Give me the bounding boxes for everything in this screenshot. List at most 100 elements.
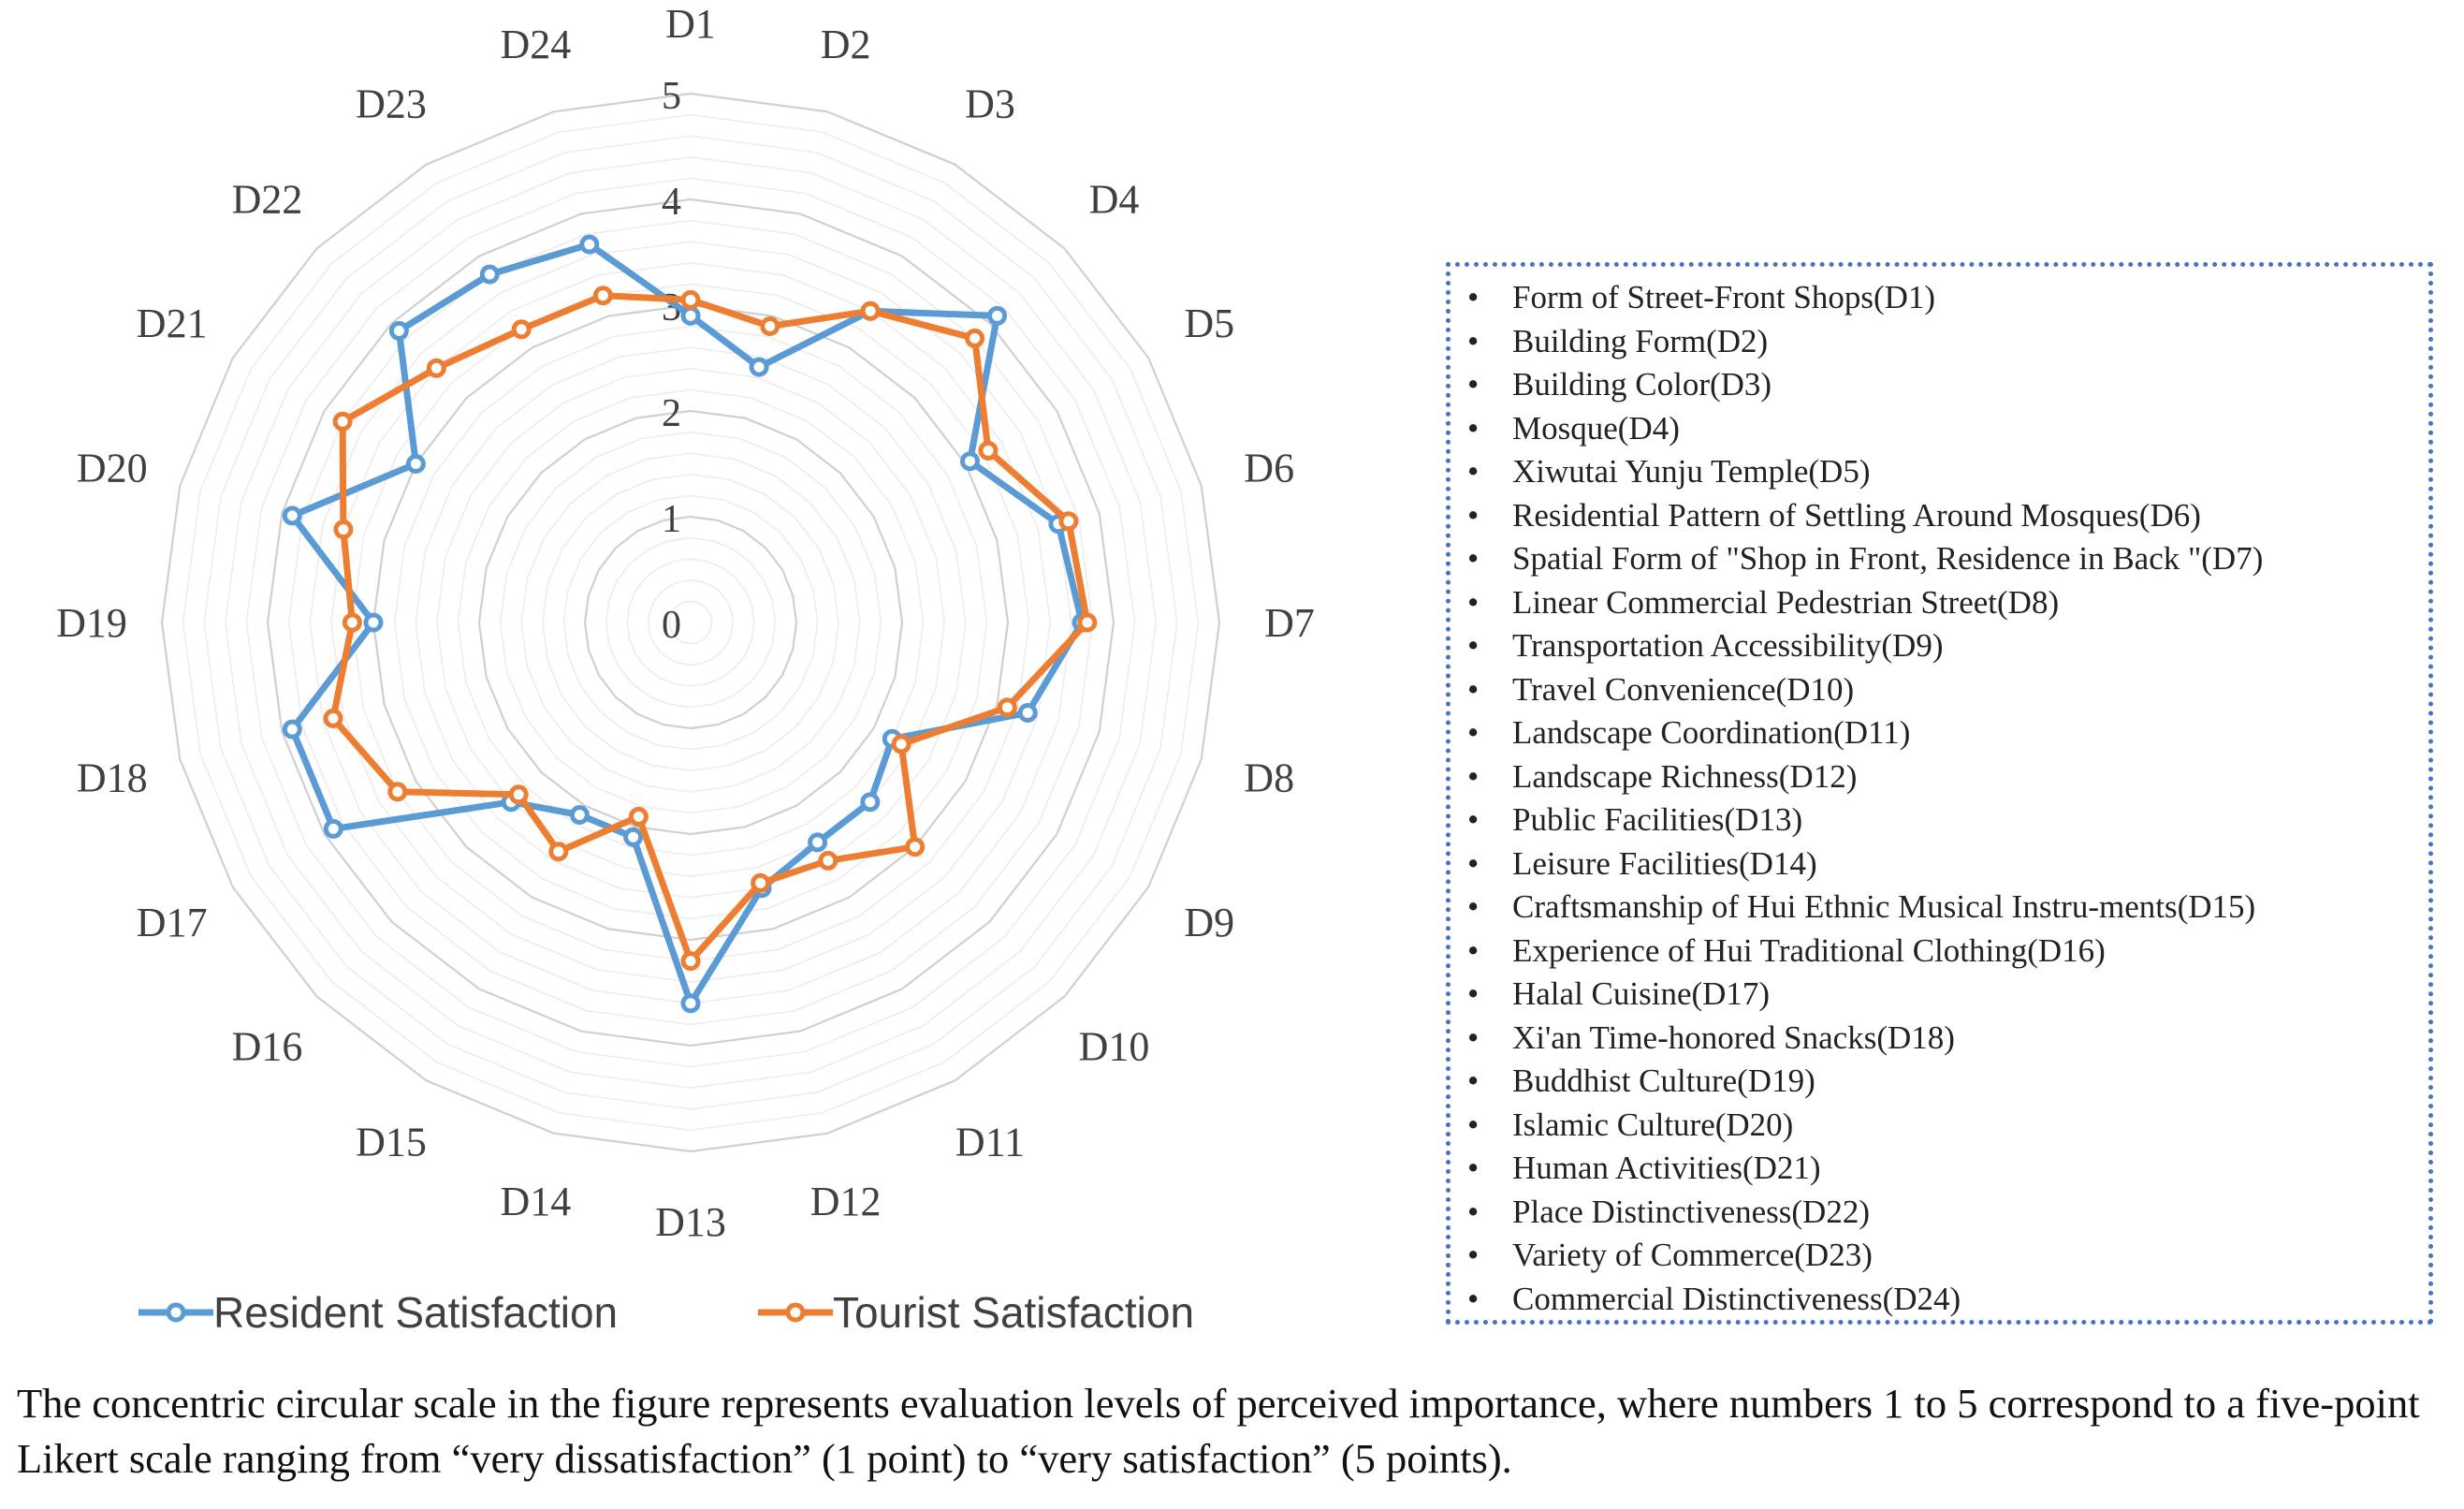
grid-ring	[245, 177, 1136, 1068]
data-point-d12: 2.55	[751, 872, 771, 893]
legend-item: • Variety of Commerce(D23)	[1451, 1234, 2428, 1278]
legend-item-text: Landscape Richness(D12)	[1512, 757, 1858, 795]
legend-item: • Linear Commercial Pedestrian Street(D8)	[1451, 581, 2428, 625]
axis-label-d2: D2	[821, 22, 871, 67]
legend-item-text: Spatial Form of "Shop in Front, Residenc…	[1512, 540, 2264, 577]
axis-label-d11: D11	[955, 1119, 1025, 1165]
legend-item: • Landscape Coordination(D11)	[1451, 711, 2428, 755]
data-point-d21: 3.0	[405, 454, 426, 474]
data-point-d16: 2.3	[508, 784, 529, 805]
grid-ring	[182, 113, 1200, 1132]
data-point-d13: 3.2	[680, 951, 701, 972]
legend-entry-tourist: Tourist Satisfaction	[758, 1288, 1194, 1337]
legend-item-text: Linear Commercial Pedestrian Street(D8)	[1512, 583, 2060, 621]
legend-item-text: Variety of Commerce(D23)	[1512, 1237, 1873, 1273]
grid-ring	[224, 155, 1158, 1090]
legend-item-text: Experience of Hui Traditional Clothing(D…	[1512, 931, 2106, 969]
data-point-d17: 3.2	[387, 782, 408, 802]
data-point-d24: 3.7	[579, 234, 600, 255]
bullet-icon: •	[1467, 627, 1480, 664]
bullet-icon: •	[1467, 366, 1480, 403]
bullet-icon: •	[1467, 453, 1480, 490]
legend-label-resident: Resident Satisfaction	[213, 1288, 618, 1337]
legend-item-text: Buddhist Culture(D19)	[1512, 1062, 1815, 1099]
legend-item: • Leisure Facilities(D14)	[1451, 842, 2428, 886]
bullet-icon: •	[1467, 496, 1480, 534]
axis-label-d9: D9	[1184, 900, 1234, 945]
grid-ring	[477, 409, 904, 836]
legend-item: • Xi'an Time-honored Snacks(D18)	[1451, 1017, 2428, 1061]
bullet-icon: •	[1467, 540, 1480, 577]
axis-label-d15: D15	[356, 1119, 427, 1165]
data-point-d22: 3.9	[388, 320, 409, 341]
axis-label-d8: D8	[1244, 755, 1294, 801]
legend-item-text: Building Form(D2)	[1512, 322, 1769, 359]
bullet-icon: •	[1467, 322, 1480, 359]
legend-entry-resident: Resident Satisfaction	[139, 1288, 618, 1337]
grid-ring	[160, 92, 1221, 1153]
data-point-d5: 3.25	[978, 440, 999, 461]
data-point-d7: 3.75	[1077, 612, 1098, 633]
axis-label-d7: D7	[1264, 600, 1315, 646]
data-point-d18: 3.5	[323, 708, 343, 728]
data-point-d8: 3.1	[997, 697, 1017, 718]
legend-item-text: Craftsmanship of Hui Ethnic Musical Inst…	[1512, 888, 2256, 925]
legend-item-text: Travel Convenience(D10)	[1512, 670, 1855, 708]
legend-item: • Form of Street-Front Shops(D1)	[1451, 276, 2428, 320]
data-point-d19: 3.0	[363, 612, 384, 633]
legend-item-text: Place Distinctiveness(D22)	[1512, 1193, 1870, 1230]
axis-label-d4: D4	[1089, 177, 1140, 223]
legend-item-text: Halal Cuisine(D17)	[1512, 975, 1771, 1012]
data-point-d23: 3.8	[479, 264, 500, 285]
legend-item: • Halal Cuisine(D17)	[1451, 973, 2428, 1017]
bullet-icon: •	[1467, 583, 1480, 621]
grid-ring	[266, 198, 1115, 1048]
series-tourist: 3.052.93.43.83.253.73.753.12.33.02.62.55…	[323, 286, 1098, 972]
axis-label-d5: D5	[1184, 300, 1234, 346]
data-point-d10: 3.0	[905, 837, 926, 857]
r-tick-label: 4	[662, 181, 681, 224]
legend-item: • Landscape Richness(D12)	[1451, 755, 2428, 799]
grid-ring	[351, 283, 1030, 962]
data-point-d8: 3.3	[1017, 703, 1038, 723]
data-point-d2: 2.5	[749, 357, 769, 377]
axis-label-d19: D19	[56, 600, 127, 646]
axis-label-d21: D21	[137, 300, 208, 346]
bullet-icon: •	[1467, 1193, 1480, 1230]
grid-ring	[605, 536, 777, 709]
bullet-icon: •	[1467, 1280, 1480, 1317]
data-point-d11: 2.6	[818, 850, 838, 871]
axis-label-d14: D14	[501, 1179, 572, 1224]
axis-label-d18: D18	[77, 755, 148, 801]
radar-gridlines	[160, 92, 1221, 1153]
bullet-icon: •	[1467, 409, 1480, 447]
legend-item: • Travel Convenience(D10)	[1451, 668, 2428, 712]
axis-label-d12: D12	[810, 1179, 882, 1224]
axis-label-d3: D3	[965, 81, 1015, 127]
legend-item: • Human Activities(D21)	[1451, 1147, 2428, 1191]
bullet-icon: •	[1467, 1018, 1480, 1056]
data-point-d3: 3.4	[860, 300, 881, 321]
axis-label-d6: D6	[1244, 445, 1294, 491]
legend-item-text: Public Facilities(D13)	[1512, 801, 1803, 838]
grid-ring	[309, 241, 1072, 1004]
data-point-d1: 2.9	[680, 305, 701, 326]
legend-item: • Mosque(D4)	[1451, 407, 2428, 451]
legend-item: • Xiwutai Yunju Temple(D5)	[1451, 450, 2428, 494]
grid-ring	[203, 135, 1178, 1110]
bullet-icon: •	[1467, 888, 1480, 925]
r-tick-label: 5	[662, 75, 681, 118]
grid-ring	[499, 431, 882, 814]
dimension-legend-box: • Form of Street-Front Shops(D1) • Building…	[1446, 262, 2433, 1325]
axis-label-d23: D23	[356, 81, 427, 127]
series-legend: Resident Satisfaction Tourist Satisfacti…	[139, 1288, 1194, 1337]
legend-item: • Place Distinctiveness(D22)	[1451, 1191, 2428, 1235]
data-point-d10: 2.4	[860, 792, 881, 813]
bullet-icon: •	[1467, 975, 1480, 1012]
grid-ring	[520, 452, 861, 793]
data-point-d20: 3.9	[282, 505, 302, 526]
axis-label-d22: D22	[232, 177, 303, 223]
dimension-legend-list: • Form of Street-Front Shops(D1) • Building…	[1451, 267, 2428, 1321]
grid-ring	[583, 515, 798, 730]
